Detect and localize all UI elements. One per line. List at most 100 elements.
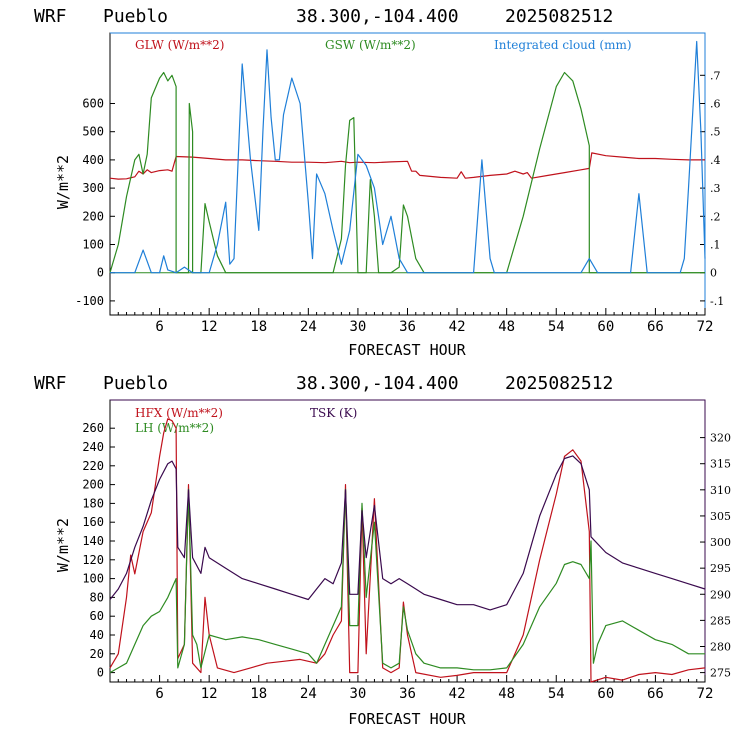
y-tick-label: 0: [97, 666, 104, 680]
y-tick-label: 220: [82, 459, 104, 473]
x-tick-label: 48: [498, 319, 515, 335]
right-axis-ticks: 275 280 285 290 295 300 305 310 315 320: [700, 432, 731, 680]
y-tick-label: 180: [82, 496, 104, 510]
right-tick-label: 310: [710, 484, 731, 497]
y-tick-label: 120: [82, 553, 104, 567]
x-tick-label: 12: [201, 686, 218, 702]
right-axis-frame: [110, 399, 706, 682]
x-tick-label: 66: [647, 319, 664, 335]
y-tick-label: 260: [82, 421, 104, 435]
right-tick-label: 315: [710, 458, 731, 471]
y-tick-label: 140: [82, 534, 104, 548]
x-tick-label: 30: [349, 319, 366, 335]
y-tick-label: 200: [82, 209, 104, 223]
series-line-red: [109, 418, 706, 683]
x-tick-label: 18: [250, 319, 267, 335]
glw-gsw-cloud-panel: WRF Pueblo 38.300,-104.400 2025082512 GL…: [34, 6, 724, 359]
legend-gsw: GSW (W/m**2): [325, 38, 416, 52]
series-line-red: [109, 152, 705, 180]
right-tick-label: .5: [710, 126, 721, 139]
y-axis-label: W/m**2: [54, 155, 72, 209]
series-line-purple: [109, 455, 706, 611]
x-axis-ticks: 6 12 18 24 30 36 42 48 54 60 66 72: [117, 308, 714, 335]
series-line-blue: [110, 40, 706, 274]
x-tick-label: 24: [300, 319, 317, 335]
panel-coords-label: 38.300,-104.400: [296, 373, 459, 394]
x-tick-label: 72: [697, 686, 714, 702]
panel-model-label: WRF: [34, 373, 67, 394]
panel-init-label: 2025082512: [505, 6, 613, 27]
x-tick-label: 42: [449, 686, 466, 702]
right-tick-label: .6: [710, 98, 721, 111]
y-tick-label: 400: [82, 153, 104, 167]
x-tick-label: 30: [349, 686, 366, 702]
right-tick-label: 295: [710, 562, 731, 575]
right-tick-label: .4: [710, 154, 721, 167]
x-tick-label: 12: [201, 319, 218, 335]
right-tick-label: -.1: [710, 295, 724, 308]
x-tick-label: 36: [399, 319, 416, 335]
right-tick-label: 290: [710, 588, 731, 601]
series-line-green: [109, 71, 705, 274]
legend-hfx: HFX (W/m**2): [135, 406, 223, 420]
legend-glw: GLW (W/m**2): [135, 38, 224, 52]
x-tick-label: 66: [647, 686, 664, 702]
legend-tsk: TSK (K): [310, 406, 357, 420]
x-tick-label: 60: [597, 319, 614, 335]
panel-model-label: WRF: [34, 6, 67, 27]
right-axis-ticks: -.1 0 .1 .2 .3 .4 .5 .6 .7: [700, 69, 724, 308]
right-tick-label: .1: [710, 239, 721, 252]
hfx-lh-tsk-panel: WRF Pueblo 38.300,-104.400 2025082512 HF…: [34, 373, 731, 728]
y-tick-label: 600: [82, 97, 104, 111]
y-tick-label: 20: [90, 647, 104, 661]
y-tick-label: 100: [82, 572, 104, 586]
panel-coords-label: 38.300,-104.400: [296, 6, 459, 27]
series-lines: [109, 418, 706, 683]
y-tick-label: 100: [82, 238, 104, 252]
panel-init-label: 2025082512: [505, 373, 613, 394]
right-tick-label: 0: [710, 267, 717, 280]
y-tick-label: 200: [82, 478, 104, 492]
x-tick-label: 6: [155, 686, 163, 702]
x-tick-label: 18: [250, 686, 267, 702]
x-tick-label: 60: [597, 686, 614, 702]
right-tick-label: 285: [710, 614, 731, 627]
series-line-green: [109, 488, 705, 674]
right-axis-frame: [110, 32, 706, 315]
y-tick-label: -100: [75, 294, 104, 308]
right-tick-label: 275: [710, 667, 731, 680]
y-axis-label: W/m**2: [54, 518, 72, 572]
series-lines: [109, 40, 706, 274]
y-tick-label: 80: [90, 590, 104, 604]
x-tick-label: 36: [399, 686, 416, 702]
right-tick-label: 320: [710, 432, 731, 445]
left-axis-ticks: 0 20 40 60 80 100 120 140 160 180 200 220 240 260: [82, 421, 115, 680]
right-tick-label: 300: [710, 536, 731, 549]
left-axis-ticks: -100 0 100 200 300 400 500 600: [75, 97, 115, 308]
legend-lh: LH (W/m**2): [135, 421, 214, 435]
right-tick-label: 280: [710, 640, 731, 653]
x-tick-label: 72: [697, 319, 714, 335]
y-tick-label: 240: [82, 440, 104, 454]
x-axis-label: FORECAST HOUR: [348, 341, 466, 359]
panel-site-label: Pueblo: [103, 6, 168, 27]
y-tick-label: 40: [90, 628, 104, 642]
y-tick-label: 160: [82, 515, 104, 529]
y-tick-label: 500: [82, 125, 104, 139]
x-tick-label: 42: [449, 319, 466, 335]
legend-cloud: Integrated cloud (mm): [494, 38, 632, 52]
x-tick-label: 6: [155, 319, 163, 335]
x-tick-label: 24: [300, 686, 317, 702]
plot-frame: [109, 399, 706, 683]
y-tick-label: 60: [90, 609, 104, 623]
y-tick-label: 0: [97, 266, 104, 280]
right-tick-label: .2: [710, 210, 721, 223]
panel-site-label: Pueblo: [103, 373, 168, 394]
x-tick-label: 54: [548, 319, 565, 335]
y-tick-label: 300: [82, 181, 104, 195]
x-tick-label: 48: [498, 686, 515, 702]
right-tick-label: .7: [710, 69, 721, 82]
right-tick-label: 305: [710, 510, 731, 523]
x-axis-ticks: 6 12 18 24 30 36 42 48 54 60 66 72: [117, 675, 714, 702]
